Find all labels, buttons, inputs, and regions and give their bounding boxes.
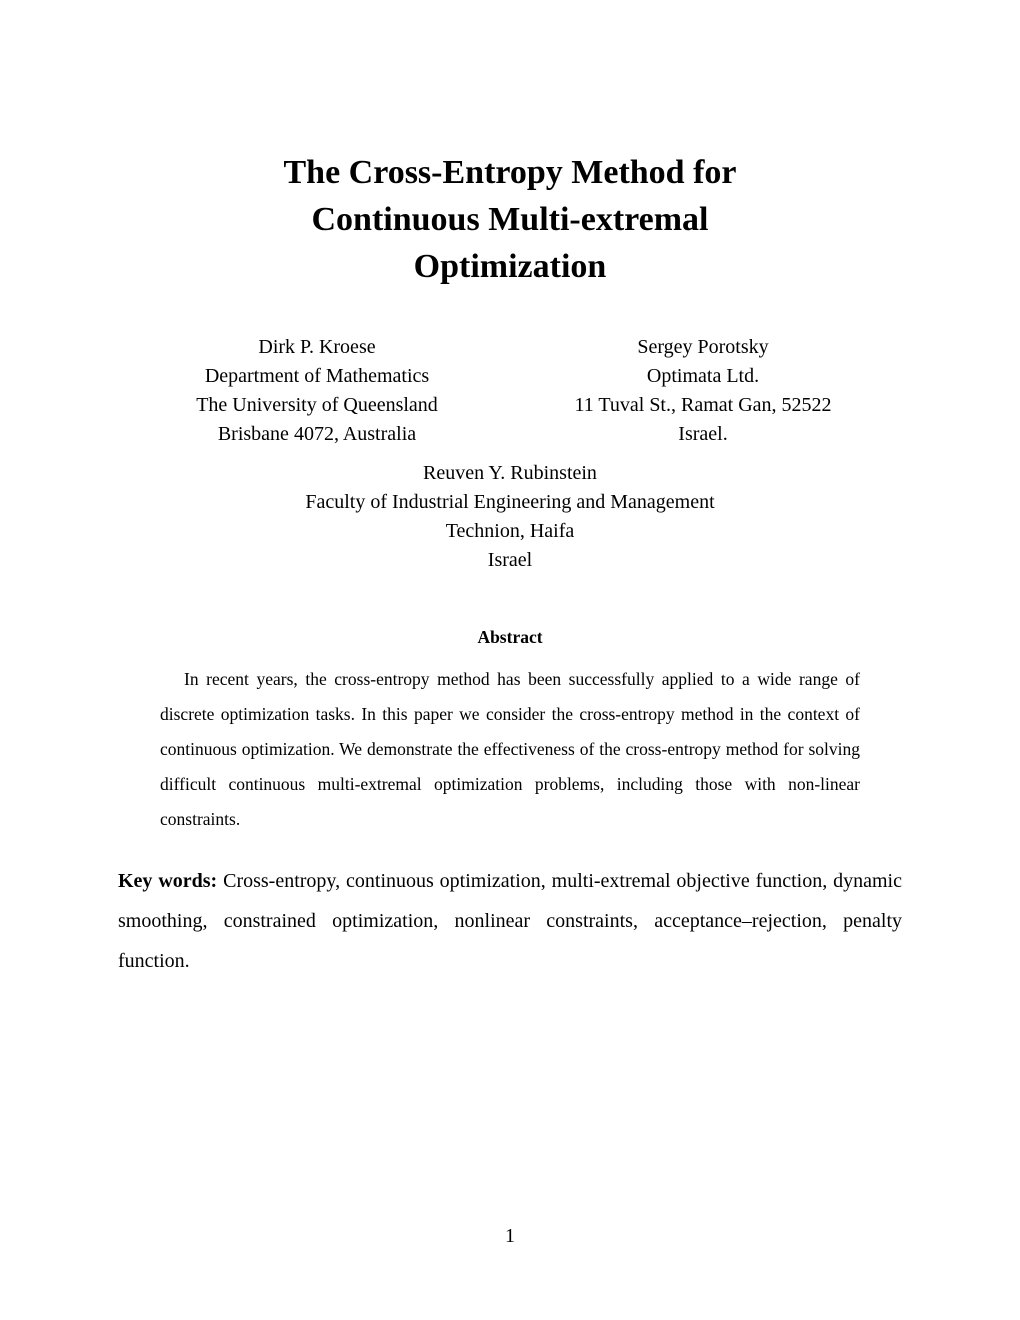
paper-title: The Cross-Entropy Method for Continuous … [118,150,902,291]
title-line-2: Continuous Multi-extremal [312,201,709,238]
abstract-body: In recent years, the cross-entropy metho… [160,662,860,837]
authors-top-row: Dirk P. Kroese Department of Mathematics… [118,333,902,449]
keywords-text: Cross-entropy, continuous optimization, … [118,870,902,972]
author-bottom-affil-3: Israel [488,549,532,571]
abstract-text: In recent years, the cross-entropy metho… [160,669,860,829]
author-right-affil-3: Israel. [678,423,727,445]
author-left-name: Dirk P. Kroese [258,336,375,358]
author-left-affil-3: Brisbane 4072, Australia [218,423,416,445]
keywords-label: Key words: [118,870,217,892]
author-bottom-affil-2: Technion, Haifa [446,520,575,542]
page-number: 1 [0,1225,1020,1248]
author-left-affil-1: Department of Mathematics [205,365,429,387]
title-line-1: The Cross-Entropy Method for [283,154,736,191]
author-right: Sergey Porotsky Optimata Ltd. 11 Tuval S… [538,333,868,449]
author-right-affil-2: 11 Tuval St., Ramat Gan, 52522 [574,394,831,416]
author-bottom-name: Reuven Y. Rubinstein [423,462,597,484]
keywords: Key words: Cross-entropy, continuous opt… [118,861,902,981]
author-left: Dirk P. Kroese Department of Mathematics… [152,333,482,449]
author-bottom-affil-1: Faculty of Industrial Engineering and Ma… [305,491,714,513]
author-right-affil-1: Optimata Ltd. [647,365,759,387]
author-right-name: Sergey Porotsky [637,336,768,358]
author-bottom: Reuven Y. Rubinstein Faculty of Industri… [118,459,902,575]
page: The Cross-Entropy Method for Continuous … [0,0,1020,1320]
abstract-heading: Abstract [118,627,902,648]
title-line-3: Optimization [414,248,607,285]
author-left-affil-2: The University of Queensland [196,394,438,416]
